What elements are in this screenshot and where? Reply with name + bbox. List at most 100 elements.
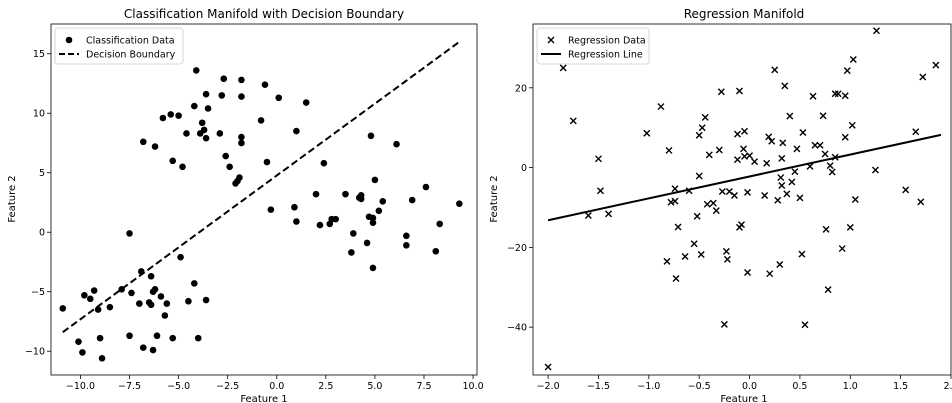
data-point — [191, 280, 198, 287]
data-point — [151, 286, 159, 293]
data-point — [238, 93, 245, 100]
data-point — [222, 152, 230, 160]
regression-line — [547, 133, 942, 222]
data-point — [236, 174, 243, 181]
data-point — [275, 94, 283, 102]
data-point — [408, 196, 416, 204]
x-tick-label: 1.5 — [893, 381, 908, 392]
data-point — [161, 312, 169, 319]
y-tick-label: 0 — [521, 163, 527, 174]
legend-marker — [65, 36, 73, 44]
data-point — [393, 140, 400, 148]
data-point — [605, 210, 613, 218]
data-point — [723, 255, 731, 263]
data-point — [59, 305, 67, 312]
data-point — [179, 163, 186, 171]
x-tick-label: 2.0 — [943, 381, 952, 392]
data-point — [106, 303, 114, 311]
data-point — [798, 250, 806, 258]
regression-panel: Regression Manifold Feature 1 Feature 2 … — [489, 7, 952, 403]
x-tick-label: −1.5 — [587, 381, 610, 392]
decision-boundary-line — [62, 41, 460, 333]
plot-area — [544, 27, 942, 371]
data-point — [291, 203, 298, 211]
data-point — [703, 200, 711, 208]
y-tick-label: 10 — [33, 109, 45, 120]
data-point — [157, 293, 165, 300]
data-point — [257, 117, 265, 124]
data-point — [238, 133, 245, 141]
data-point — [202, 296, 210, 304]
data-point — [751, 158, 759, 166]
data-point — [226, 163, 233, 171]
data-point — [192, 67, 200, 74]
data-point — [363, 239, 371, 247]
legend: Regression Data Regression Line — [536, 27, 650, 65]
x-tick-label: −2.5 — [216, 381, 239, 392]
data-point — [216, 130, 224, 137]
data-point — [139, 344, 147, 351]
data-point — [126, 230, 133, 237]
data-point — [436, 220, 444, 228]
data-point — [738, 221, 745, 229]
data-point — [202, 134, 210, 142]
chart-title: Regression Manifold — [684, 7, 805, 21]
data-point — [663, 257, 671, 265]
data-point — [261, 81, 269, 88]
data-point — [672, 274, 680, 282]
data-point — [722, 247, 730, 255]
data-point — [96, 334, 104, 342]
data-point — [811, 141, 819, 149]
data-point — [369, 264, 377, 272]
x-tick-label: −2.0 — [537, 381, 560, 392]
data-point — [183, 130, 190, 137]
data-point — [801, 321, 809, 329]
data-point — [665, 146, 673, 154]
data-point — [834, 90, 842, 98]
y-tick-label: −20 — [507, 243, 527, 254]
data-point — [238, 76, 245, 84]
x-tick-label: 5.0 — [367, 381, 382, 392]
data-point — [379, 197, 387, 205]
data-point — [139, 138, 147, 146]
data-point — [312, 190, 320, 198]
data-point — [744, 188, 752, 196]
data-point — [79, 349, 86, 356]
data-point — [159, 114, 167, 122]
data-point — [697, 251, 705, 259]
data-point — [367, 132, 375, 140]
data-point — [741, 127, 749, 135]
data-point — [267, 206, 275, 213]
data-point — [771, 66, 779, 74]
data-point — [712, 207, 720, 215]
data-point — [828, 168, 836, 176]
y-axis-label: Feature 2 — [7, 175, 18, 222]
x-tick-label: −10.0 — [66, 381, 95, 392]
data-point — [456, 200, 463, 207]
data-point — [198, 119, 206, 127]
data-point — [342, 190, 349, 198]
x-tick-label: 0.0 — [269, 381, 284, 392]
data-point — [848, 121, 856, 129]
legend-label: Regression Line — [568, 50, 643, 61]
data-point — [796, 194, 804, 202]
data-point — [332, 215, 339, 223]
data-point — [819, 112, 827, 120]
y-tick-label: 5 — [39, 168, 45, 179]
data-point — [147, 272, 155, 280]
y-tick-label: −5 — [31, 287, 45, 298]
data-point — [153, 332, 161, 340]
data-point — [177, 253, 184, 261]
data-point — [422, 183, 430, 191]
classification-panel: Classification Manifold with Decision Bo… — [7, 7, 484, 403]
ticks: −2.0 −1.5 −1.0 −0.5 0.0 0.5 1.0 1.5 2.0 −40 −20 0 20 — [507, 83, 952, 392]
data-point — [220, 75, 228, 83]
x-tick-label: 10.0 — [462, 381, 483, 392]
legend: Classification Data Decision Boundary — [54, 27, 184, 65]
data-point — [302, 99, 310, 106]
data-point — [596, 187, 604, 195]
plot-frame — [532, 23, 952, 376]
data-point — [851, 196, 859, 203]
legend-label: Regression Data — [568, 36, 646, 47]
data-point — [788, 178, 796, 186]
